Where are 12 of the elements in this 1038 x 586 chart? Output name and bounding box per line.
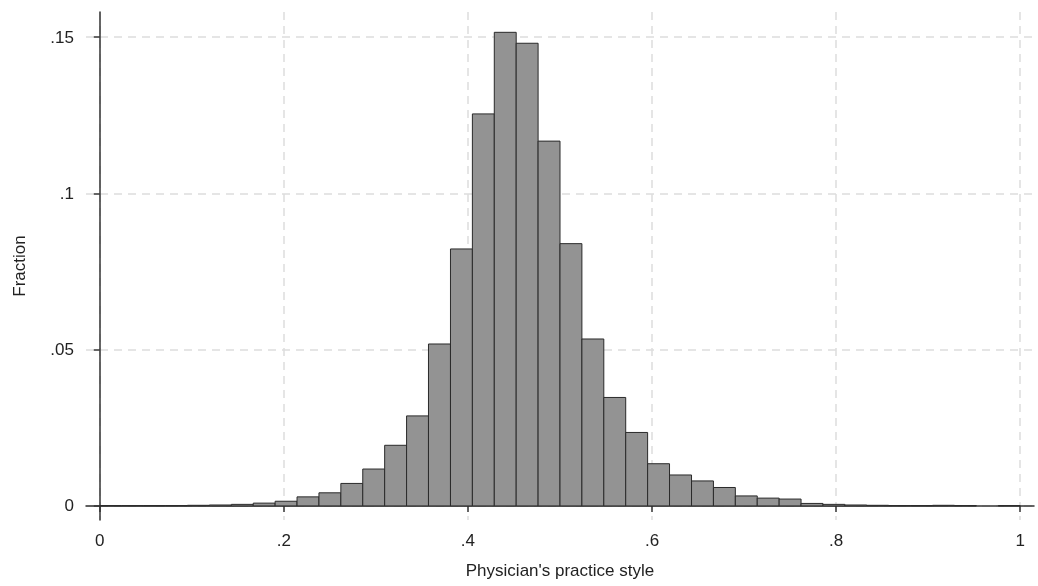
x-tick-label: .2: [276, 531, 291, 550]
x-tick-label: .6: [644, 531, 660, 550]
x-tick-label: .4: [460, 531, 476, 550]
x-tick-label: .8: [829, 531, 844, 550]
y-tick-label: 0: [64, 496, 74, 516]
y-tick-label: .15: [50, 27, 74, 47]
x-axis-title: Physician's practice style: [465, 561, 655, 580]
x-tick-label: 0: [95, 531, 105, 550]
y-tick-label: .05: [50, 340, 74, 360]
y-tick-label: .1: [59, 183, 74, 203]
y-axis-title: Fraction: [10, 235, 29, 297]
x-tick-label: 1: [1015, 531, 1025, 550]
